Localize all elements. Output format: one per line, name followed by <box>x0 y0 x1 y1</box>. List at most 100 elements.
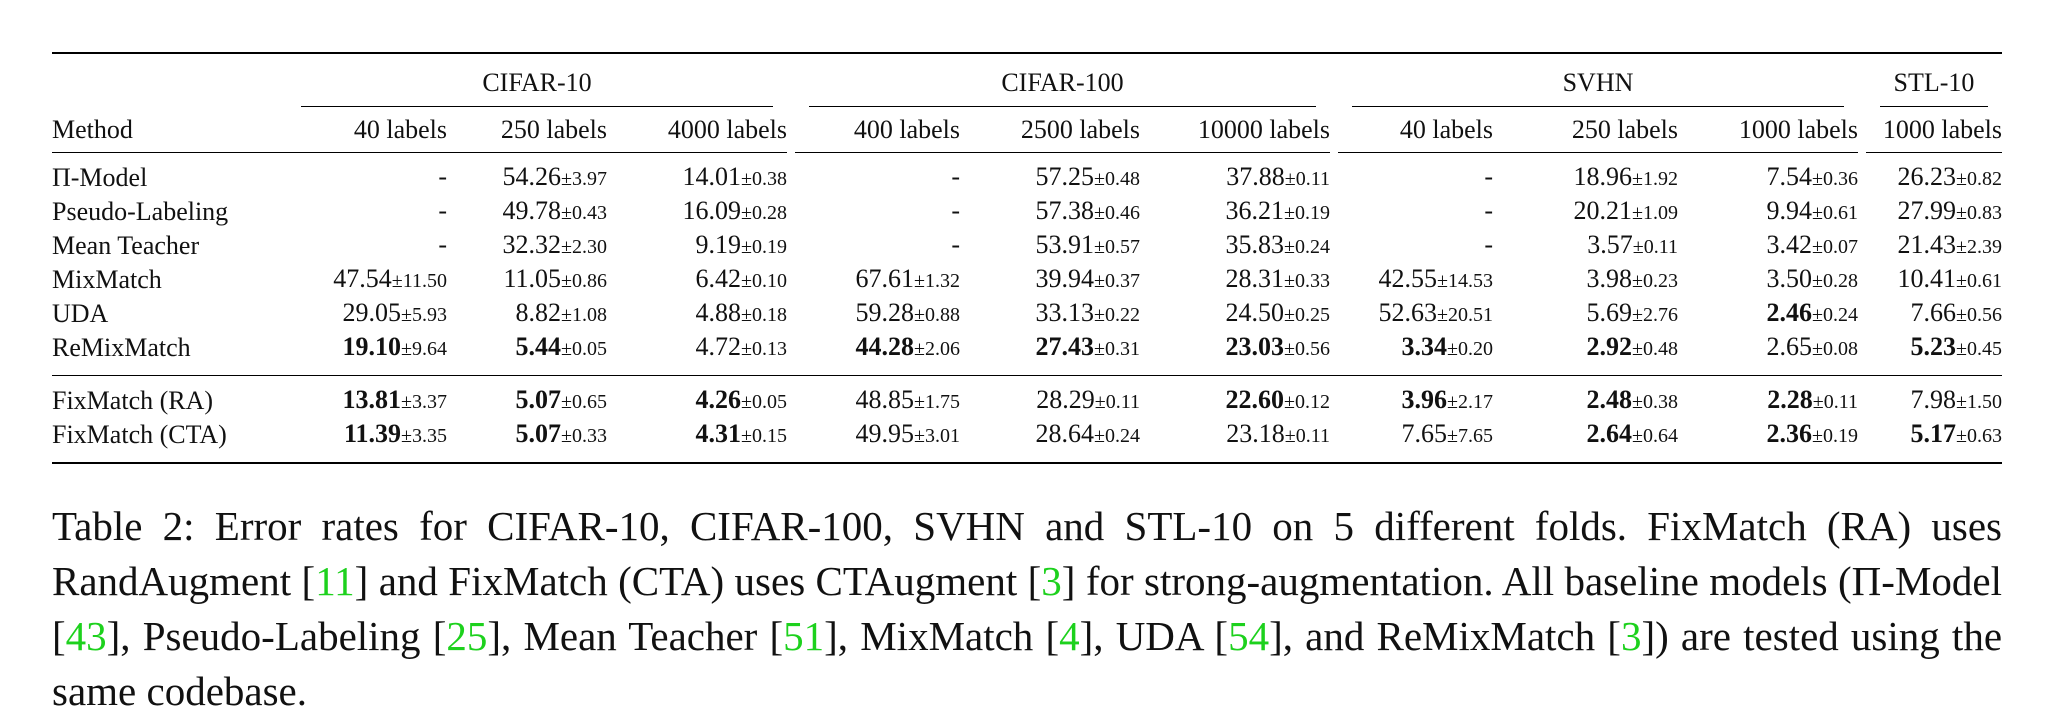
table-row: ReMixMatch 19.10±9.64 5.44±0.05 4.72±0.13 44… <box>52 331 2002 365</box>
result-cell: 48.85±1.75 <box>795 384 960 418</box>
error-mean: 36.21 <box>1225 196 1285 225</box>
error-std: ±0.22 <box>1094 304 1140 326</box>
citation-link[interactable]: 54 <box>1228 613 1270 659</box>
error-mean: 10.41 <box>1897 264 1957 293</box>
result-cell: - <box>1338 229 1493 263</box>
result-cell: 2.36±0.19 <box>1678 418 1858 452</box>
error-mean: 23.03 <box>1225 332 1285 361</box>
caption-text: ]) are tested using the same codebase. <box>52 613 2003 714</box>
error-mean: 28.64 <box>1035 419 1095 448</box>
group-cifar10: CIFAR-10 <box>287 66 787 108</box>
error-mean: 32.32 <box>502 230 562 259</box>
error-mean: 22.60 <box>1225 385 1285 414</box>
error-std: ±0.56 <box>1284 338 1330 360</box>
error-std: ±9.64 <box>401 338 447 360</box>
error-std: ±0.20 <box>1447 338 1493 360</box>
error-mean: 2.64 <box>1586 419 1633 448</box>
error-std: ±1.92 <box>1632 168 1678 190</box>
result-cell: 23.18±0.11 <box>1140 418 1330 452</box>
error-std: ±0.19 <box>741 236 787 258</box>
error-std: ±0.36 <box>1812 168 1858 190</box>
error-std: ±14.53 <box>1437 270 1493 292</box>
error-mean: 39.94 <box>1035 264 1095 293</box>
result-cell: 59.28±0.88 <box>795 297 960 331</box>
error-mean: 24.50 <box>1225 298 1285 327</box>
column-header: 250 labels <box>447 108 607 153</box>
error-mean: - <box>438 230 447 259</box>
result-cell: 2.92±0.48 <box>1493 331 1678 365</box>
error-mean: 3.57 <box>1587 230 1633 259</box>
method-name: UDA <box>52 299 109 328</box>
error-mean: 37.88 <box>1226 162 1285 191</box>
error-std: ±20.51 <box>1437 304 1493 326</box>
error-std: ±0.86 <box>561 270 607 292</box>
error-std: ±1.50 <box>1956 391 2002 413</box>
error-std: ±2.76 <box>1632 304 1678 326</box>
result-cell: 22.60±0.12 <box>1140 384 1330 418</box>
result-cell: 39.94±0.37 <box>960 263 1140 297</box>
result-cell: 7.54±0.36 <box>1678 161 1858 195</box>
result-cell: 23.03±0.56 <box>1140 331 1330 365</box>
result-cell: 24.50±0.25 <box>1140 297 1330 331</box>
column-header: 400 labels <box>795 108 960 153</box>
caption-text: ], UDA [ <box>1079 613 1229 659</box>
table-caption: Table 2: Error rates for CIFAR-10, CIFAR… <box>52 499 2002 719</box>
table-row: Pseudo-Labeling -49.78±0.43 16.09±0.28-57.… <box>52 195 2002 229</box>
error-std: ±0.19 <box>1284 202 1330 224</box>
error-mean: 9.19 <box>695 230 742 259</box>
error-std: ±0.05 <box>741 391 787 413</box>
error-std: ±0.23 <box>1632 270 1678 292</box>
result-cell: - <box>795 195 960 229</box>
error-mean: 11.39 <box>343 419 402 448</box>
error-std: ±0.38 <box>741 168 787 190</box>
result-cell: 5.07±0.65 <box>447 384 607 418</box>
citation-link[interactable]: 51 <box>783 613 825 659</box>
result-cell: 42.55±14.53 <box>1338 263 1493 297</box>
method-name: Π-Model <box>52 163 148 192</box>
error-std: ±0.43 <box>561 202 607 224</box>
result-cell: 4.72±0.13 <box>607 331 787 365</box>
error-mean: 52.63 <box>1378 298 1438 327</box>
error-std: ±0.46 <box>1094 202 1140 224</box>
error-mean: 49.78 <box>502 196 562 225</box>
error-std: ±7.65 <box>1447 425 1493 447</box>
error-mean: 5.23 <box>1910 332 1957 361</box>
error-mean: - <box>438 162 447 191</box>
column-header-row: Method 40 labels 250 labels 4000 labels … <box>52 108 2002 153</box>
error-mean: 44.28 <box>855 332 915 361</box>
error-mean: - <box>951 230 960 259</box>
result-cell: 11.05±0.86 <box>447 263 607 297</box>
error-mean: 19.10 <box>342 332 402 361</box>
citation-link[interactable]: 11 <box>315 558 355 604</box>
result-cell: 20.21±1.09 <box>1493 195 1678 229</box>
error-mean: 3.96 <box>1401 385 1448 414</box>
error-std: ±0.24 <box>1812 304 1858 326</box>
error-std: ±2.30 <box>561 236 607 258</box>
error-mean: 42.55 <box>1378 264 1438 293</box>
result-cell: 5.17±0.63 <box>1866 418 2002 452</box>
citation-link[interactable]: 3 <box>1041 558 1062 604</box>
error-mean: - <box>1484 196 1493 225</box>
column-header: 40 labels <box>1338 108 1493 153</box>
result-cell: 26.23±0.82 <box>1866 161 2002 195</box>
result-cell: - <box>287 161 447 195</box>
column-header: 4000 labels <box>607 108 787 153</box>
error-mean: - <box>951 162 960 191</box>
error-std: ±0.10 <box>741 270 787 292</box>
error-mean: 3.42 <box>1766 230 1813 259</box>
citation-link[interactable]: 43 <box>65 613 107 659</box>
error-mean: 27.43 <box>1035 332 1095 361</box>
result-cell: - <box>287 195 447 229</box>
result-cell: 32.32±2.30 <box>447 229 607 263</box>
result-cell: 4.88±0.18 <box>607 297 787 331</box>
result-cell: 47.54±11.50 <box>287 263 447 297</box>
column-header: 10000 labels <box>1140 108 1330 153</box>
citation-link[interactable]: 25 <box>446 613 488 659</box>
method-name: Mean Teacher <box>52 231 200 260</box>
column-header-method: Method <box>52 108 287 153</box>
citation-link[interactable]: 4 <box>1059 613 1080 659</box>
citation-link[interactable]: 3 <box>1620 613 1642 659</box>
error-mean: 13.81 <box>342 385 402 414</box>
result-cell: 11.39±3.35 <box>287 418 447 452</box>
method-name: Pseudo-Labeling <box>52 197 229 226</box>
